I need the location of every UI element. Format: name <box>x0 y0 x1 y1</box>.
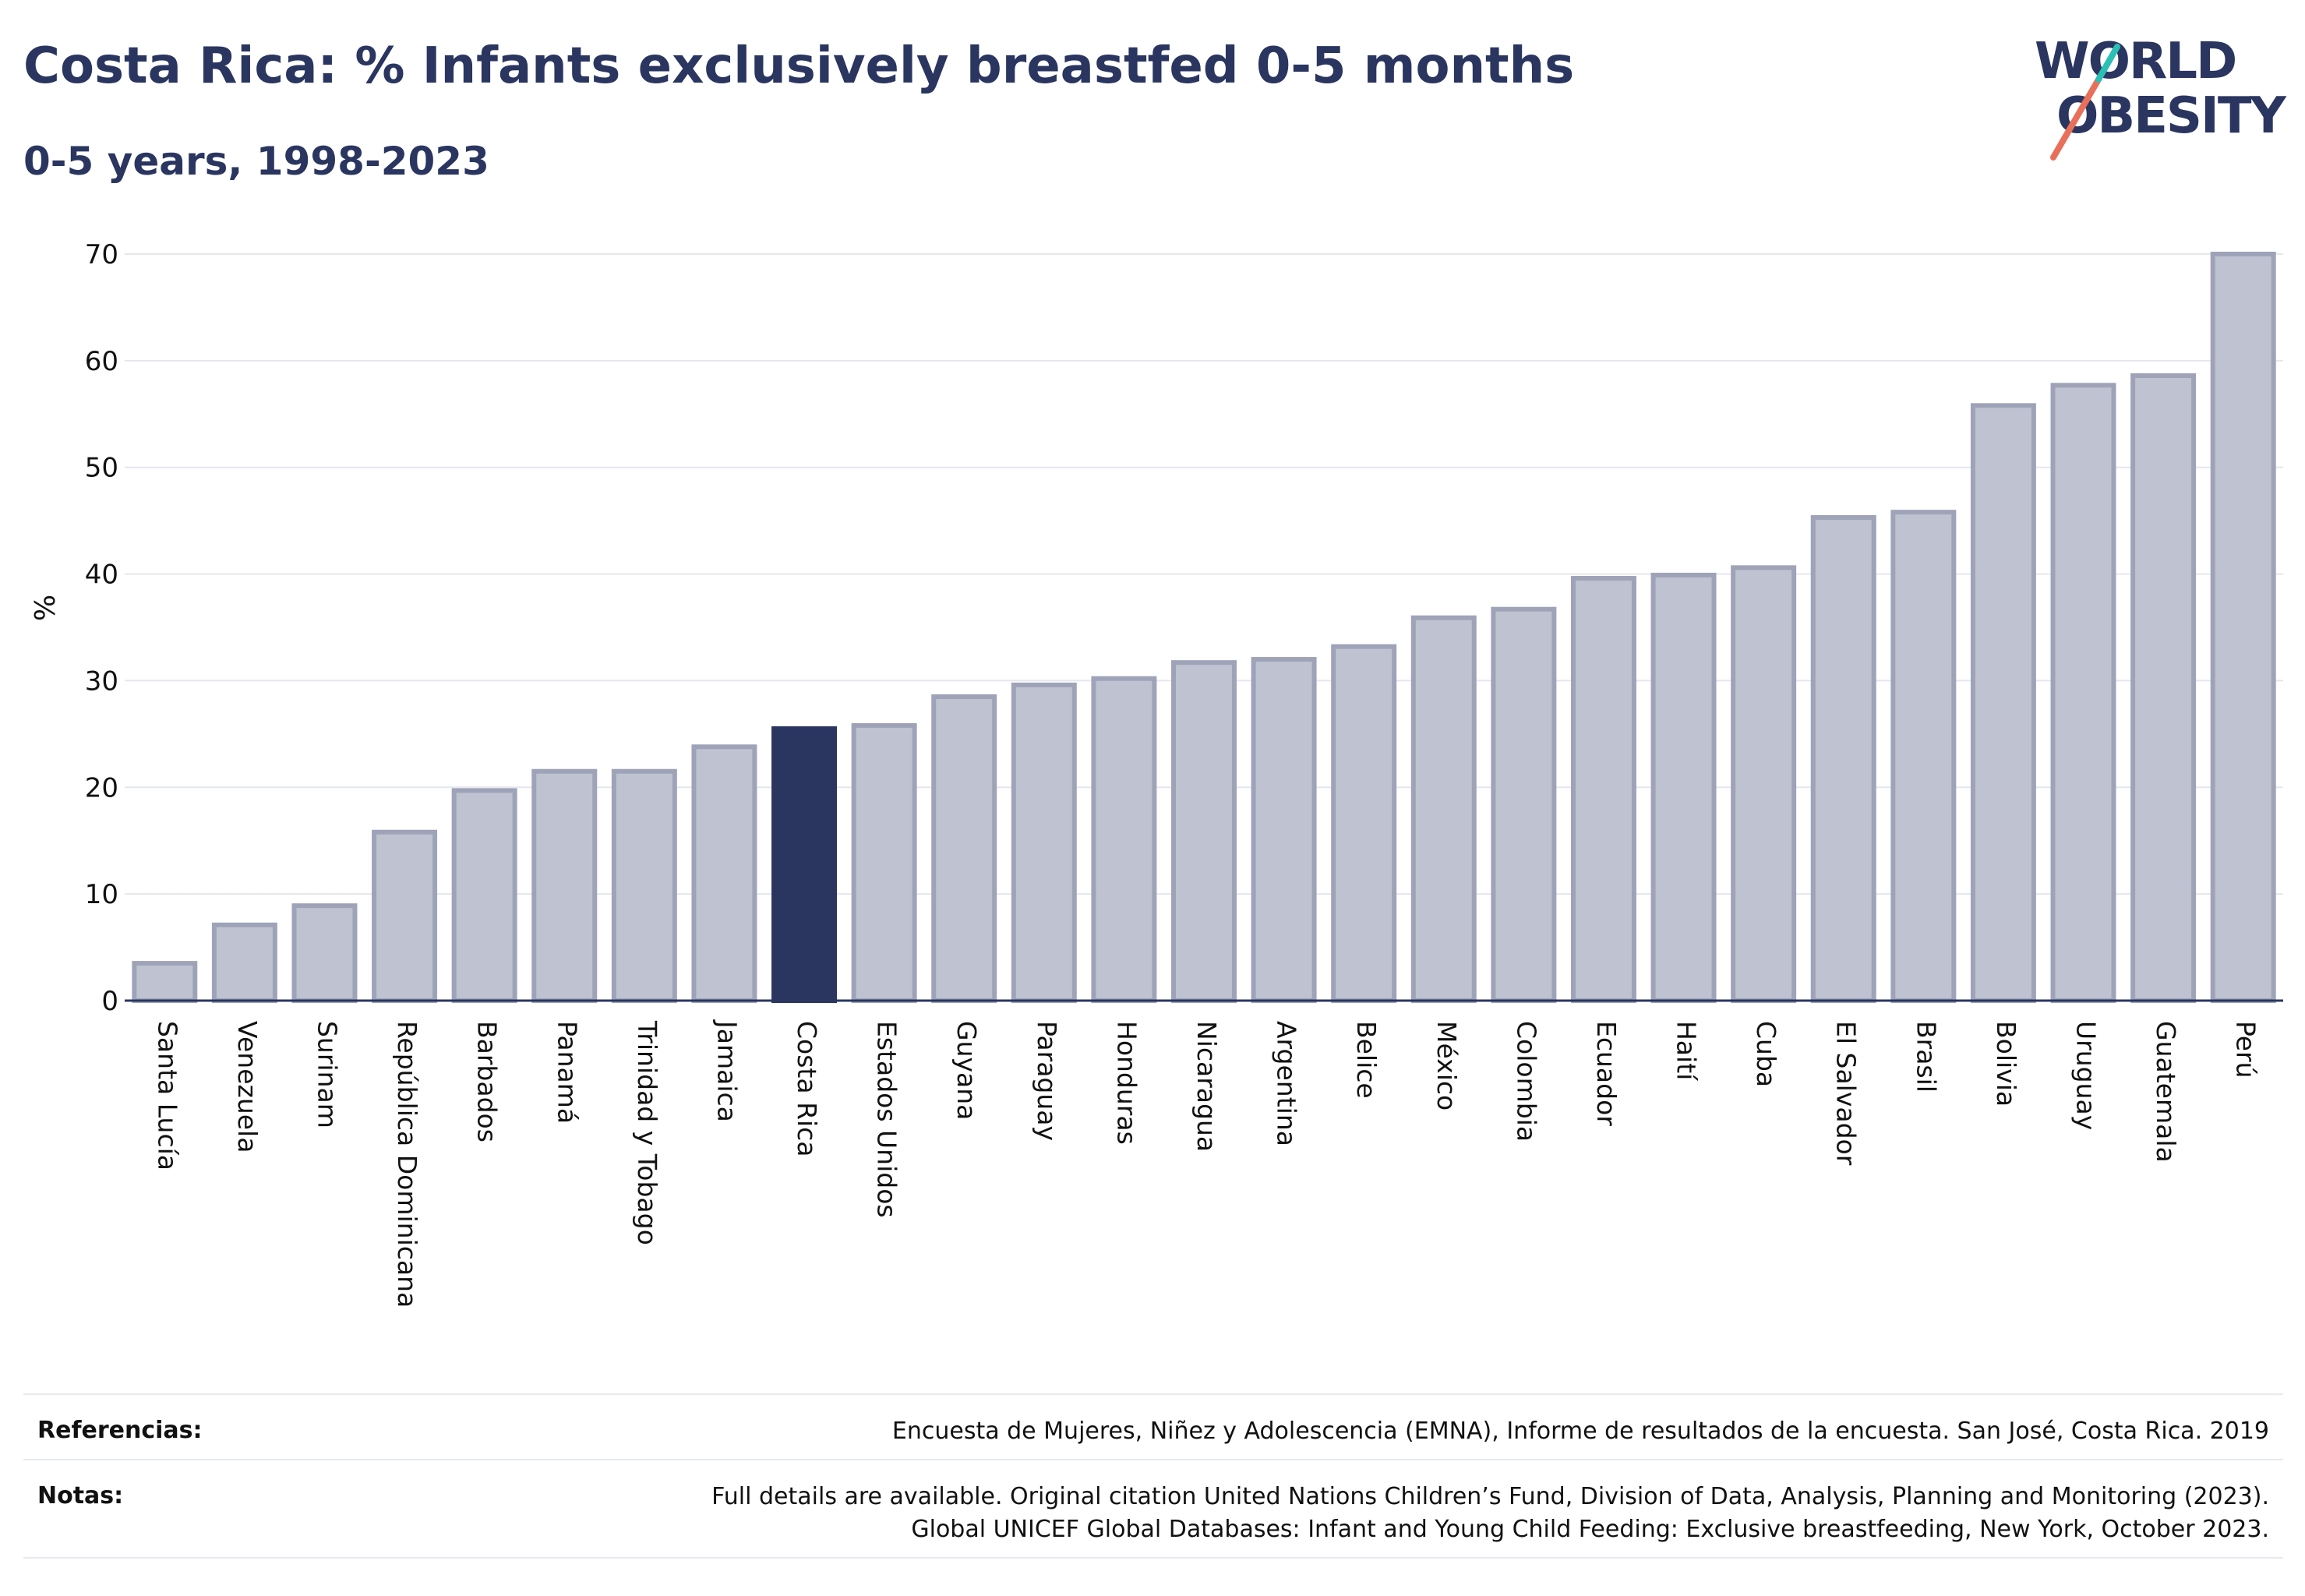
x-axis-labels: Santa Lucía Venezuela Surinam República Dom… <box>152 1019 2261 1308</box>
x-tick-label: Paraguay <box>1032 1021 1062 1141</box>
notes-line-1: Full details are available. Original cit… <box>711 1483 2269 1510</box>
references-row: Referencias: Encuesta de Mujeres, Niñez … <box>23 1393 2283 1459</box>
footer-table: Referencias: Encuesta de Mujeres, Niñez … <box>23 1393 2283 1559</box>
y-tick-label: 70 <box>85 239 118 270</box>
bar-honduras <box>1091 676 1157 1003</box>
bar-paraguay <box>1011 682 1077 1003</box>
bars <box>132 252 2276 1004</box>
x-tick-label: El Salvador <box>1831 1021 1862 1166</box>
bar-brasil <box>1890 510 1957 1003</box>
bar-bolivia <box>1970 403 2036 1003</box>
y-tick-label: 0 <box>101 986 118 1017</box>
bar-guatemala <box>2130 373 2197 1003</box>
x-tick-label: Trinidad y Tobago <box>632 1020 662 1245</box>
bar-barbados <box>451 788 517 1003</box>
x-tick-label: Perú <box>2231 1021 2261 1079</box>
chart-title: Costa Rica: % Infants exclusively breast… <box>23 37 1575 95</box>
references-text: Encuesta de Mujeres, Niñez y Adolescenci… <box>891 1418 2269 1445</box>
x-tick-label: Santa Lucía <box>152 1021 182 1171</box>
x-tick-label: Uruguay <box>2071 1021 2102 1130</box>
x-tick-label: Surinam <box>312 1021 342 1128</box>
world-obesity-logo: WORLD OBESITY <box>2035 33 2288 161</box>
x-tick-label: Colombia <box>1511 1021 1541 1142</box>
x-tick-label: Barbados <box>472 1021 503 1142</box>
logo-slash-red <box>2050 76 2102 161</box>
y-tick-label: 60 <box>85 346 118 377</box>
bar-el-salvador <box>1810 515 1876 1003</box>
x-tick-label: Guatemala <box>2151 1021 2181 1163</box>
x-tick-label: Costa Rica <box>792 1021 822 1157</box>
x-tick-label: Guyana <box>951 1021 982 1120</box>
y-tick-label: 20 <box>85 772 118 803</box>
bar-argentina <box>1251 657 1317 1003</box>
x-tick-label: Brasil <box>1911 1021 1941 1093</box>
x-tick-label: Nicaragua <box>1191 1021 1222 1152</box>
y-tick-label: 10 <box>85 879 118 910</box>
x-tick-label: Honduras <box>1111 1021 1142 1145</box>
logo-word-1: WORLD <box>2035 33 2236 90</box>
y-tick-label: 50 <box>85 453 118 484</box>
y-tick-label: 40 <box>85 560 118 591</box>
bar-costa-rica <box>771 726 838 1003</box>
bar-colombia <box>1491 606 1557 1004</box>
bar-chart: 0 10 20 30 40 50 60 70 % Santa Lucía Venezuela Su… <box>30 239 2283 1308</box>
bar-trinidad-y-tobago <box>611 768 677 1003</box>
x-tick-label: Haití <box>1671 1021 1702 1082</box>
bar-surinam <box>291 903 358 1003</box>
chart-subtitle: 0-5 years, 1998-2023 <box>23 139 489 184</box>
bar-nicaragua <box>1171 660 1237 1003</box>
y-axis-title: % <box>30 595 62 621</box>
x-tick-label: Estados Unidos <box>872 1021 902 1218</box>
notes-label: Notas: <box>37 1482 124 1509</box>
x-tick-label: Bolivia <box>1991 1021 2021 1107</box>
logo-slash-teal <box>2095 44 2120 83</box>
logo-word-2: OBESITY <box>2056 87 2286 145</box>
bar-estados-unidos <box>851 722 917 1003</box>
notes-line-2: Global UNICEF Global Databases: Infant a… <box>911 1516 2269 1543</box>
x-tick-label: Argentina <box>1272 1021 1302 1146</box>
x-tick-label: República Dominicana <box>392 1021 422 1308</box>
bar-hait- <box>1650 572 1717 1003</box>
bar-venezuela <box>211 922 277 1003</box>
bar-panam- <box>531 768 598 1003</box>
bar-m-xico <box>1410 615 1477 1003</box>
bar-belice <box>1331 644 1397 1003</box>
x-tick-label: Venezuela <box>232 1021 263 1153</box>
y-axis-ticks: 0 10 20 30 40 50 60 70 <box>85 239 118 1017</box>
bar-uruguay <box>2050 383 2116 1003</box>
x-tick-label: Belice <box>1351 1021 1382 1099</box>
references-label: Referencias: <box>37 1417 203 1444</box>
x-tick-label: México <box>1431 1021 1462 1110</box>
bar-ecuador <box>1570 576 1636 1003</box>
notes-row: Notas: Full details are available. Origi… <box>23 1459 2283 1559</box>
bar-rep-blica-dominicana <box>372 829 438 1004</box>
x-tick-label: Ecuador <box>1591 1021 1622 1126</box>
x-tick-label: Jamaica <box>711 1019 742 1122</box>
bar-jamaica <box>691 744 757 1004</box>
bar-per- <box>2210 252 2276 1003</box>
bar-guyana <box>931 694 997 1003</box>
x-tick-label: Cuba <box>1751 1021 1781 1087</box>
y-tick-label: 30 <box>85 666 118 697</box>
x-tick-label: Panamá <box>552 1021 582 1124</box>
bar-santa-luc-a <box>132 961 198 1003</box>
bar-cuba <box>1731 565 1797 1003</box>
